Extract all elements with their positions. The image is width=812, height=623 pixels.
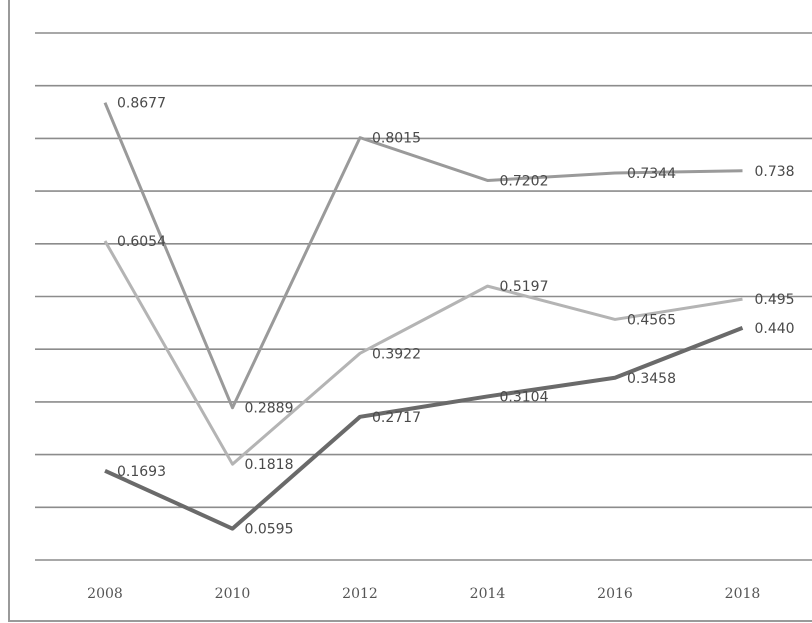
series-line-1: [103, 102, 743, 410]
data-label: 0.5197: [500, 279, 549, 295]
data-label: 0.3104: [500, 389, 549, 405]
data-label: 0.738: [755, 164, 795, 180]
data-label: 0.3458: [627, 371, 676, 387]
data-label: 0.4565: [627, 312, 676, 328]
data-label: 0.8677: [117, 96, 166, 112]
data-label: 0.1818: [245, 457, 294, 473]
data-label: 0.0595: [245, 522, 294, 538]
x-tick-label: 2012: [342, 586, 378, 602]
data-label: 0.7344: [627, 166, 676, 182]
chart-frame: [8, 0, 812, 622]
x-tick-label: 2014: [470, 586, 506, 602]
data-label: 0.1693: [117, 464, 166, 480]
data-label: 0.440: [755, 321, 795, 337]
x-tick-label: 2016: [597, 586, 633, 602]
data-label: 0.3922: [372, 346, 421, 362]
data-label: 0.495: [755, 292, 795, 308]
data-label: 0.2717: [372, 410, 421, 426]
data-label: 0.7202: [500, 173, 549, 189]
data-label: 0.2889: [245, 401, 294, 417]
x-tick-label: 2008: [87, 586, 123, 602]
x-tick-label: 2018: [725, 586, 761, 602]
series-line-3: [104, 326, 744, 531]
series-line-2: [103, 240, 743, 466]
data-label: 0.6054: [117, 234, 166, 250]
x-tick-label: 2010: [215, 586, 251, 602]
data-label: 0.8015: [372, 131, 421, 147]
